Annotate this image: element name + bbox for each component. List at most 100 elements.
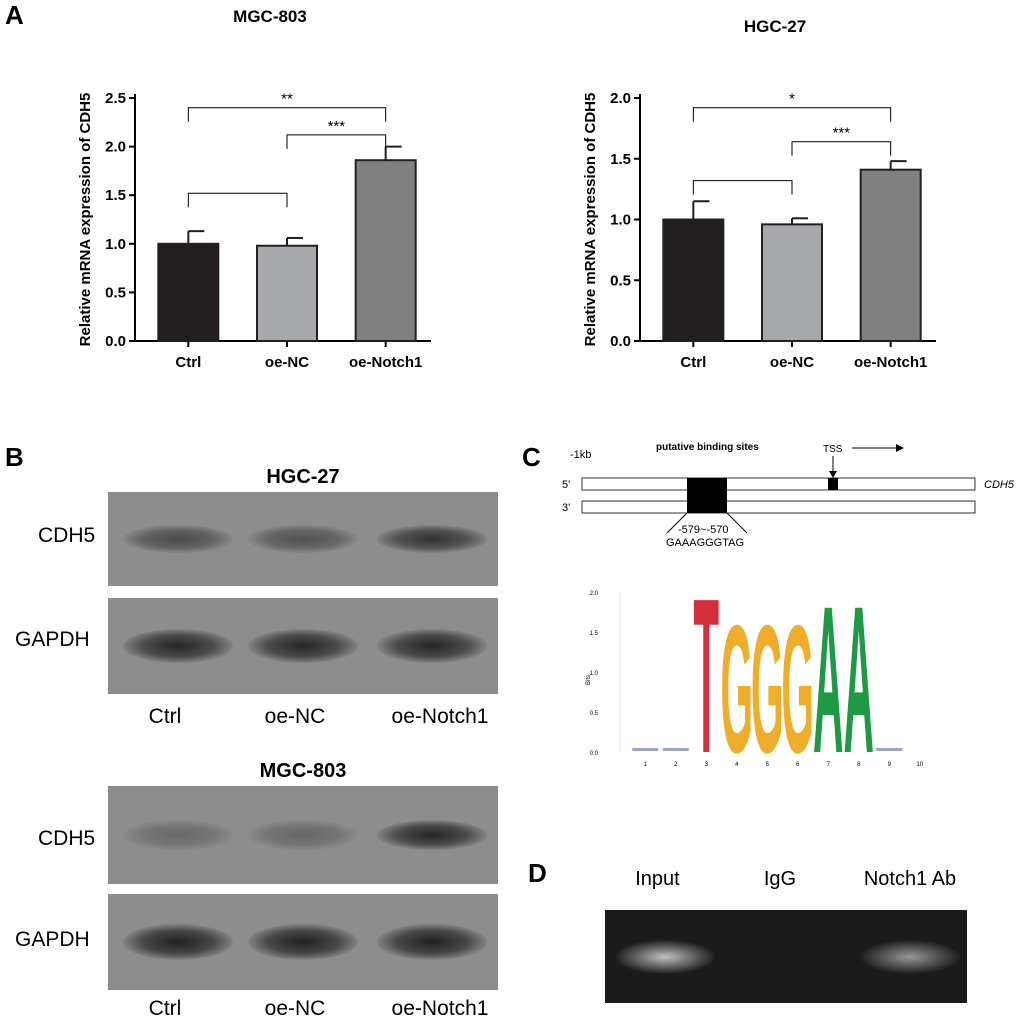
blot-title-hgc27: HGC-27 (266, 466, 340, 488)
logo-small-letters (876, 748, 903, 751)
bar (256, 244, 318, 342)
significance-bracket (187, 107, 387, 122)
blot-cdh5-mgc803 (108, 786, 498, 884)
gel-band (615, 940, 715, 974)
blot-band (376, 629, 487, 663)
strand-5-label: 5' (562, 479, 570, 491)
significance-bracket (286, 134, 387, 149)
logo-position-label: 2 (674, 762, 678, 768)
site-callout-right (726, 512, 748, 534)
x-tick-label: oe-Notch1 (854, 354, 927, 371)
binding-sites-label: putative binding sites (656, 442, 759, 453)
tss-arrowhead (829, 471, 837, 478)
panel-letter-c: C (522, 442, 541, 472)
agarose-gel (605, 910, 967, 1003)
logo-position-label: 1 (644, 762, 648, 768)
logo-letter-a: A (813, 585, 843, 775)
upstream-label: -1kb (570, 449, 591, 461)
lane-label-oe-notch1-mgc803: oe-Notch1 (391, 997, 489, 1020)
significance-label: * (789, 91, 795, 108)
blot-row-label-gapdh-hgc27: GAPDH (15, 628, 90, 651)
logo-position-label: 7 (827, 762, 831, 768)
logo-y-tick-label: 0.0 (590, 751, 599, 757)
logo-letter-a: A (844, 585, 874, 775)
blot-title-mgc803: MGC-803 (259, 760, 347, 782)
x-tick-label: Ctrl (175, 354, 201, 371)
chart-title: HGC-27 (744, 17, 806, 36)
strand-3-label: 3' (562, 502, 570, 514)
panel-letter-a: A (5, 0, 24, 30)
significance-label: ** (281, 91, 293, 108)
blot-band (248, 525, 358, 553)
x-tick-label: oe-NC (770, 354, 814, 371)
logo-letter-g: G (751, 587, 784, 775)
blot-band (248, 924, 358, 960)
gel-lane-label-notch1-ab: Notch1 Ab (863, 868, 957, 890)
gel-band (860, 940, 960, 974)
y-tick-label: 2.0 (610, 90, 631, 107)
blot-band (123, 525, 234, 553)
y-tick-label: 1.5 (105, 187, 126, 204)
site-sequence-label: GAAAGGGTAG (666, 537, 744, 549)
logo-letter-t: T (693, 585, 719, 775)
bar-chart-mgc803: MGC-803 0.0 0.5 1.0 1.5 2.0 2.5 Relative mRNA e… (77, 7, 431, 371)
blot-band (248, 820, 358, 850)
blot-band (376, 525, 487, 553)
logo-small-letters (662, 748, 689, 751)
significance-bracket (791, 141, 892, 156)
blot-band (248, 629, 358, 663)
gene-label: CDH5 (984, 479, 1015, 491)
x-tick-label: Ctrl (680, 354, 706, 371)
transcription-arrowhead (896, 444, 904, 452)
tss-block (828, 478, 838, 490)
logo-letter-g: G (781, 587, 814, 775)
lane-label-oe-nc-hgc27: oe-NC (264, 705, 326, 728)
tss-label: TSS (823, 444, 843, 455)
bar (354, 159, 417, 342)
lane-label-oe-notch1-hgc27: oe-Notch1 (391, 705, 489, 728)
blot-gapdh-hgc27 (108, 598, 498, 694)
blot-band (376, 820, 487, 850)
logo-y-tick-label: 1.5 (590, 631, 599, 637)
chart-title: MGC-803 (233, 7, 307, 26)
blot-band (123, 924, 234, 960)
site-position-label: -579~-570 (678, 524, 728, 536)
bar (859, 168, 922, 342)
blot-band (376, 924, 487, 960)
significance-bracket (692, 180, 793, 195)
y-tick-label: 2.0 (105, 139, 126, 156)
blot-gapdh-mgc803 (108, 894, 498, 990)
promoter-diagram: -1kb putative binding sites TSS 5' 3' CD… (562, 442, 1015, 549)
lane-label-ctrl-hgc27: Ctrl (148, 705, 182, 728)
y-tick-label: 1.5 (610, 151, 631, 168)
logo-position-label: 6 (796, 762, 800, 768)
y-tick-label: 0.5 (610, 272, 631, 289)
logo-y-tick-label: 1.0 (590, 671, 599, 677)
lane-label-ctrl-mgc803: Ctrl (148, 997, 182, 1020)
significance-bracket (692, 107, 892, 122)
blot-band (123, 820, 234, 850)
logo-y-tick-label: 0.5 (590, 711, 599, 717)
logo-small-letters (632, 748, 659, 751)
logo-position-label: 5 (766, 762, 770, 768)
logo-position-label: 4 (735, 762, 739, 768)
blot-row-label-cdh5-mgc803: CDH5 (38, 827, 96, 850)
y-tick-label: 0.5 (105, 284, 126, 301)
gel-lane-label-igg: IgG (763, 868, 797, 890)
x-tick-label: oe-NC (265, 354, 309, 371)
gel-lane-label-input: Input (635, 868, 680, 890)
bar (761, 223, 823, 342)
binding-site-block (687, 478, 727, 513)
strand-5-bar (581, 477, 976, 491)
y-axis-label: Relative mRNA expression of CDH5 (582, 93, 599, 347)
blot-row-label-gapdh-mgc803: GAPDH (15, 928, 90, 951)
panel-letter-d: D (528, 858, 547, 888)
bar (662, 218, 725, 342)
y-tick-label: 1.0 (610, 212, 631, 229)
significance-bracket (187, 192, 288, 208)
logo-y-label: Bits (586, 675, 592, 685)
blot-band (123, 629, 234, 663)
logo-position-label: 3 (705, 762, 709, 768)
logo-position-label: 9 (888, 762, 892, 768)
